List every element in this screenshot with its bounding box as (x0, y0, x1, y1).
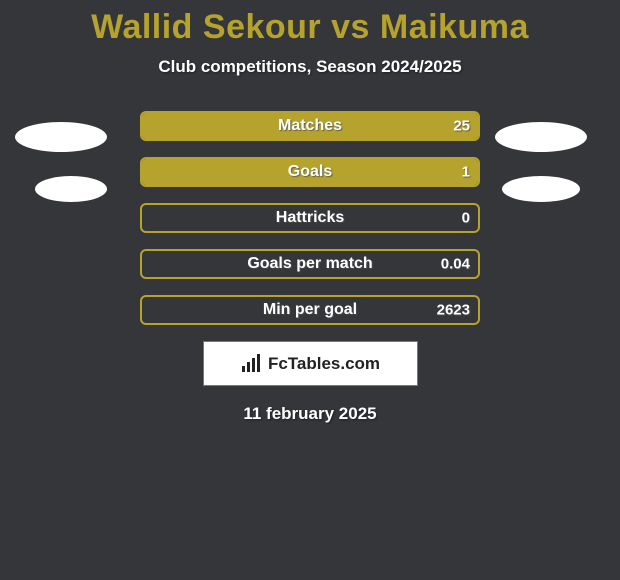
stat-value-right: 0 (462, 210, 470, 227)
placeholder-oval (495, 122, 587, 152)
date-text: 11 february 2025 (0, 404, 620, 424)
brand-bars-icon (240, 354, 264, 374)
stat-row: Matches 25 (140, 111, 480, 141)
brand-text: FcTables.com (268, 354, 380, 374)
placeholder-oval (35, 176, 107, 202)
placeholder-oval (15, 122, 107, 152)
stat-label: Goals per match (247, 255, 372, 273)
stats-block: Matches 25 Goals 1 Hattricks 0 Goals per match… (140, 111, 480, 325)
stat-value-right: 25 (453, 118, 470, 135)
stat-value-right: 2623 (437, 302, 470, 319)
stat-row: Goals per match 0.04 (140, 249, 480, 279)
stat-row: Hattricks 0 (140, 203, 480, 233)
stat-value-right: 1 (462, 164, 470, 181)
stat-label: Matches (278, 117, 342, 135)
stat-value-right: 0.04 (441, 256, 470, 273)
stat-row: Min per goal 2623 (140, 295, 480, 325)
page-title: Wallid Sekour vs Maikuma (0, 0, 620, 47)
comparison-infographic: Wallid Sekour vs Maikuma Club competitio… (0, 0, 620, 580)
stat-label: Min per goal (263, 301, 357, 319)
stat-row: Goals 1 (140, 157, 480, 187)
stat-label: Hattricks (276, 209, 344, 227)
page-subtitle: Club competitions, Season 2024/2025 (0, 57, 620, 77)
brand-box: FcTables.com (203, 341, 418, 386)
placeholder-oval (502, 176, 580, 202)
stat-label: Goals (288, 163, 332, 181)
brand-inner: FcTables.com (240, 354, 380, 374)
